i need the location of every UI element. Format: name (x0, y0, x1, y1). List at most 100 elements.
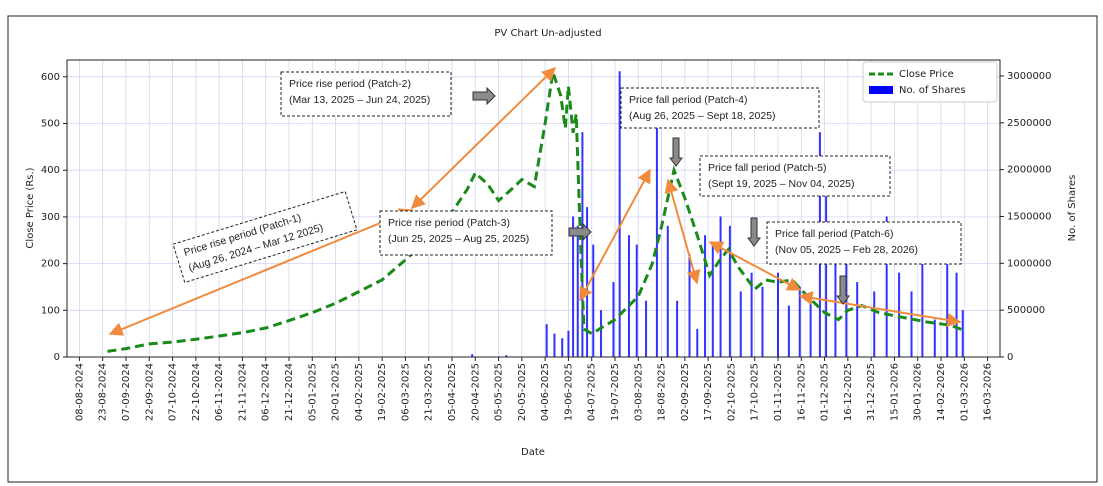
trend-arrow (798, 291, 962, 327)
block-arrow (472, 86, 496, 106)
y-tick-label: 200 (41, 259, 60, 270)
x-tick-label: 20-05-2025 (517, 363, 528, 421)
share-bar (627, 235, 630, 357)
annotation-text: (Nov 05, 2025 – Feb 28, 2026) (775, 244, 918, 256)
share-bar (655, 118, 658, 358)
legend-label: Close Price (899, 69, 954, 80)
x-tick-label: 04-07-2025 (587, 363, 598, 421)
share-bar (545, 324, 548, 357)
block-arrow (747, 217, 761, 247)
y-tick-label: 500 (41, 119, 60, 130)
x-tick-label: 03-08-2025 (633, 363, 644, 421)
share-bar (750, 272, 753, 357)
share-bar (666, 225, 669, 357)
x-tick-label: 21-11-2024 (237, 363, 248, 421)
x-tick-label: 21-03-2025 (424, 363, 435, 421)
annotation-box (620, 87, 820, 129)
annotation-text: (Sept 19, 2025 – Nov 04, 2025) (708, 178, 855, 190)
x-tick-label: 19-07-2025 (610, 363, 621, 421)
share-bar (505, 355, 508, 357)
annotation: Price rise period (Patch-2) (Mar 13, 2025… (280, 71, 452, 117)
legend-swatch (869, 86, 893, 94)
share-bar (635, 244, 638, 357)
x-tick-label: 31-12-2025 (866, 363, 877, 421)
share-bar (676, 300, 679, 357)
x-tick-label: 07-10-2024 (168, 363, 179, 421)
share-bar (739, 291, 742, 357)
trend-arrow (108, 208, 414, 336)
annotation-text: (Aug 26, 2025 – Sept 18, 2025) (629, 110, 776, 122)
share-bar (825, 183, 828, 357)
x-axis-label: Date (521, 447, 545, 458)
y2-tick-label: 500000 (1007, 305, 1045, 316)
share-bar (856, 282, 859, 357)
y-tick-label: 400 (41, 165, 60, 176)
block-arrow (669, 137, 683, 167)
y-axis-label: Close Price (Rs.) (25, 167, 36, 248)
annotation: Price rise period (Patch-1)(Aug 26, 2024… (172, 190, 358, 284)
x-tick-label: 17-09-2025 (703, 363, 714, 421)
share-bar (572, 216, 575, 357)
annotation-box (766, 221, 962, 265)
annotation-text: Price fall period (Patch-5) (708, 162, 826, 174)
annotation-box (280, 71, 452, 117)
annotation: Price rise period (Patch-3) (Jun 25, 2025… (379, 210, 553, 256)
share-bar (688, 253, 691, 357)
annotation: Price fall period (Patch-5) (Sept 19, 202… (699, 155, 891, 197)
annotation-box (379, 210, 553, 256)
y-tick-label: 600 (41, 72, 60, 83)
y2-tick-label: 0 (1007, 352, 1013, 363)
trend-arrow (579, 168, 651, 302)
trend-arrow (410, 67, 557, 209)
y-tick-label: 300 (41, 212, 60, 223)
share-bar (809, 300, 812, 357)
share-bar (798, 286, 801, 357)
x-tick-label: 06-12-2024 (261, 363, 272, 421)
x-tick-label: 16-12-2025 (843, 363, 854, 421)
annotation: Price fall period (Patch-4) (Aug 26, 2025… (620, 87, 820, 129)
share-bar (645, 300, 648, 357)
x-tick-label: 02-09-2025 (680, 363, 691, 421)
x-tick-label: 22-09-2024 (144, 363, 155, 421)
y2-tick-label: 1500000 (1007, 211, 1052, 222)
x-tick-label: 16-11-2025 (796, 363, 807, 421)
block-arrow (836, 275, 850, 305)
x-tick-label: 18-08-2025 (657, 363, 668, 421)
x-tick-label: 20-04-2025 (470, 363, 481, 421)
x-tick-label: 22-10-2024 (191, 363, 202, 421)
share-bar (761, 286, 764, 357)
frame (7, 15, 1098, 483)
x-tick-label: 05-01-2025 (307, 363, 318, 421)
share-bar (471, 354, 474, 357)
share-bar (719, 216, 722, 357)
trend-arrow (708, 241, 802, 291)
x-tick-label: 01-03-2026 (959, 363, 970, 421)
x-tick-label: 01-11-2025 (773, 363, 784, 421)
trend-arrow (664, 178, 701, 285)
y2-tick-label: 2500000 (1007, 118, 1052, 129)
x-tick-label: 05-05-2025 (494, 363, 505, 421)
x-tick-label: 16-03-2026 (983, 363, 994, 421)
legend-box (862, 61, 998, 103)
annotation-text: (Jun 25, 2025 – Aug 25, 2025) (388, 233, 529, 245)
share-bar (885, 216, 888, 357)
share-bar (955, 272, 958, 357)
x-tick-label: 17-10-2025 (750, 363, 761, 421)
x-tick-label: 06-03-2025 (400, 363, 411, 421)
y2-tick-label: 3000000 (1007, 71, 1052, 82)
annotation-text: Price fall period (Patch-6) (775, 228, 893, 240)
x-tick-label: 04-06-2025 (540, 363, 551, 421)
x-tick-label: 19-06-2025 (563, 363, 574, 421)
annotation-text: Price rise period (Patch-3) (388, 217, 510, 229)
share-bar (576, 225, 579, 357)
x-tick-label: 08-08-2024 (74, 363, 85, 421)
x-tick-label: 30-01-2026 (913, 363, 924, 421)
annotation-text: (Mar 13, 2025 – Jun 24, 2025) (289, 94, 430, 106)
y-tick-label: 100 (41, 305, 60, 316)
share-bar (910, 291, 913, 357)
x-tick-label: 04-02-2025 (354, 363, 365, 421)
annotation-text: Price fall period (Patch-4) (629, 94, 747, 106)
x-tick-label: 15-01-2026 (889, 363, 900, 421)
legend-label: No. of Shares (899, 85, 966, 96)
